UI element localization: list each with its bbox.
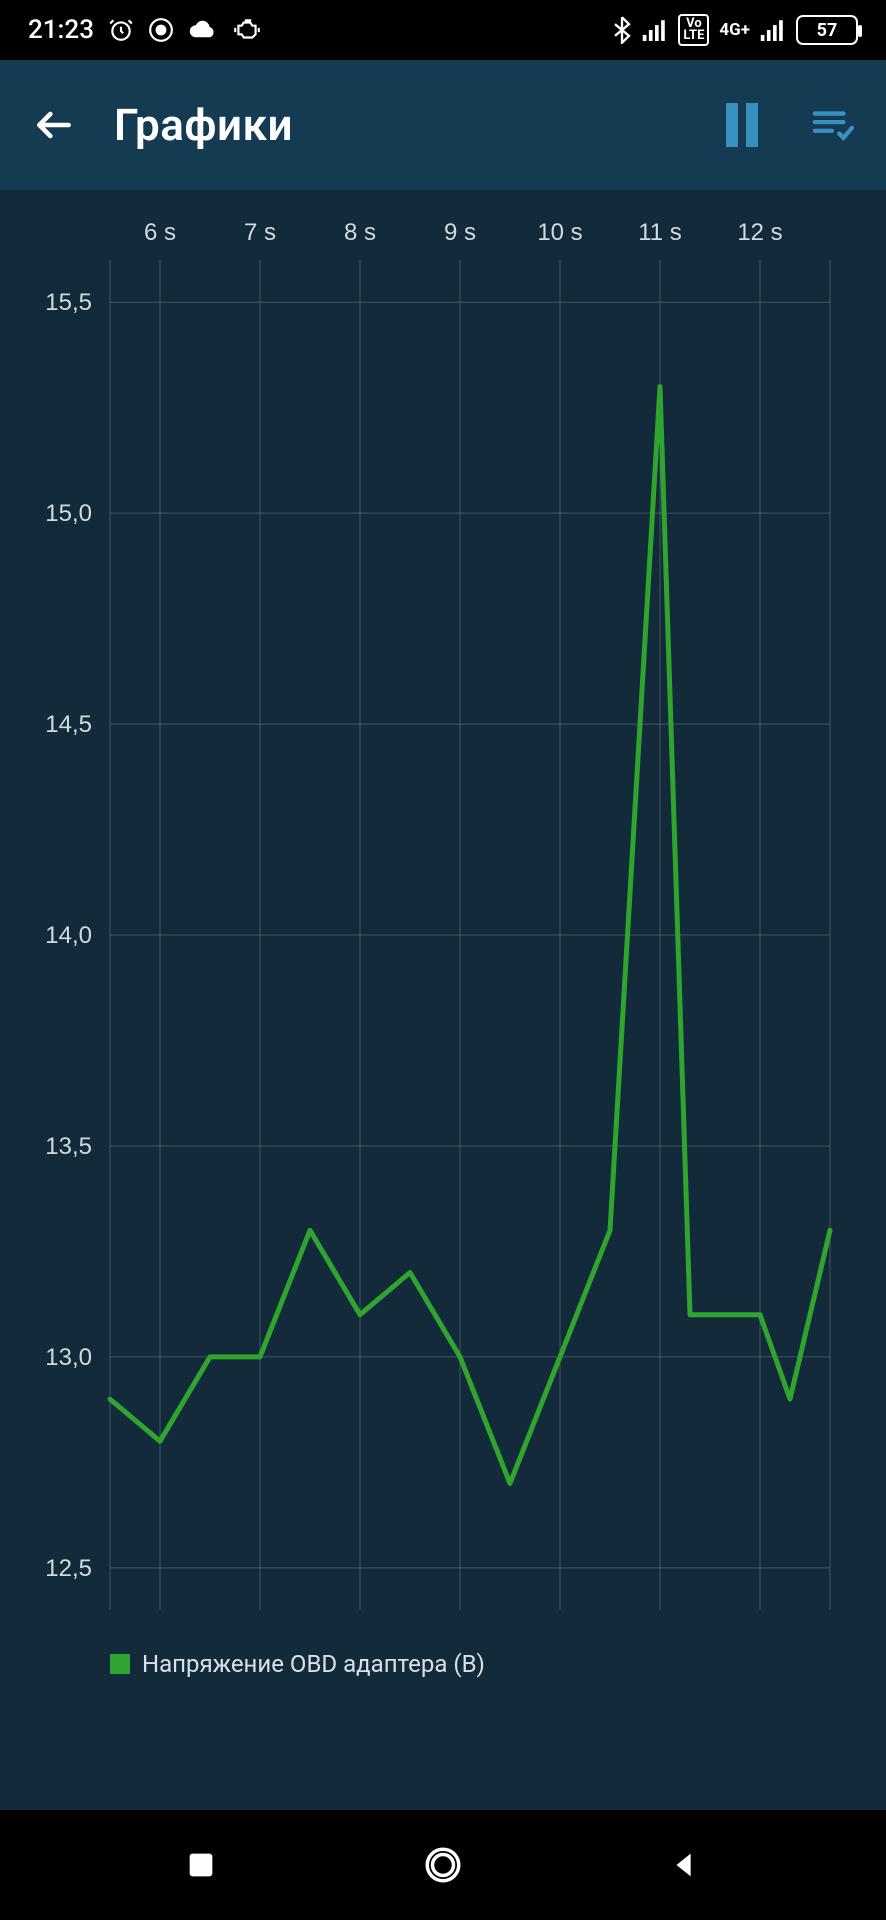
- voltage-chart[interactable]: 12,5 13,0 13,5 14,0 14,5 15,0 15,5 6 s 7 s 8 s 9 s…: [0, 190, 848, 1630]
- cloud-icon: [188, 18, 218, 42]
- alarm-icon: [108, 17, 134, 43]
- svg-text:9 s: 9 s: [444, 219, 476, 246]
- page-title: Графики: [114, 99, 293, 151]
- network-label: 4G+: [719, 20, 750, 40]
- status-right: VoLTE 4G+ 57: [612, 14, 858, 46]
- playlist-check-button[interactable]: [802, 95, 862, 155]
- recent-apps-button[interactable]: [161, 1825, 241, 1905]
- svg-text:15,0: 15,0: [45, 500, 92, 527]
- android-nav-bar: [0, 1810, 886, 1920]
- signal2-icon: [760, 19, 786, 41]
- engine-icon: [232, 17, 262, 43]
- status-time: 21:23: [28, 15, 94, 45]
- record-icon: [148, 17, 174, 43]
- legend-swatch: [110, 1654, 130, 1674]
- app-bar: Графики: [0, 60, 886, 190]
- status-bar: 21:23 VoLTE 4G+: [0, 0, 886, 60]
- signal-icon: [642, 19, 668, 41]
- home-button[interactable]: [403, 1825, 483, 1905]
- bluetooth-icon: [612, 16, 632, 44]
- svg-text:14,0: 14,0: [45, 922, 92, 949]
- svg-text:11 s: 11 s: [638, 219, 682, 246]
- svg-text:7 s: 7 s: [244, 219, 276, 246]
- svg-text:6 s: 6 s: [144, 219, 176, 246]
- svg-text:8 s: 8 s: [344, 219, 376, 246]
- svg-text:12 s: 12 s: [737, 219, 782, 246]
- chart-legend: Напряжение OBD адаптера (В): [0, 1630, 886, 1706]
- volte-icon: VoLTE: [678, 14, 709, 46]
- back-nav-button[interactable]: [645, 1825, 725, 1905]
- pause-button[interactable]: [712, 95, 772, 155]
- status-left: 21:23: [28, 15, 262, 45]
- battery-level: 57: [817, 20, 838, 41]
- legend-label: Напряжение OBD адаптера (В): [142, 1650, 485, 1678]
- chart-area: 12,5 13,0 13,5 14,0 14,5 15,0 15,5 6 s 7 s 8 s 9 s…: [0, 190, 886, 1810]
- svg-text:10 s: 10 s: [537, 219, 582, 246]
- svg-text:15,5: 15,5: [45, 289, 92, 316]
- back-button[interactable]: [24, 95, 84, 155]
- svg-text:14,5: 14,5: [45, 711, 92, 738]
- svg-text:13,5: 13,5: [45, 1133, 92, 1160]
- battery-icon: 57: [796, 15, 858, 45]
- svg-text:13,0: 13,0: [45, 1344, 92, 1371]
- svg-text:12,5: 12,5: [45, 1555, 92, 1582]
